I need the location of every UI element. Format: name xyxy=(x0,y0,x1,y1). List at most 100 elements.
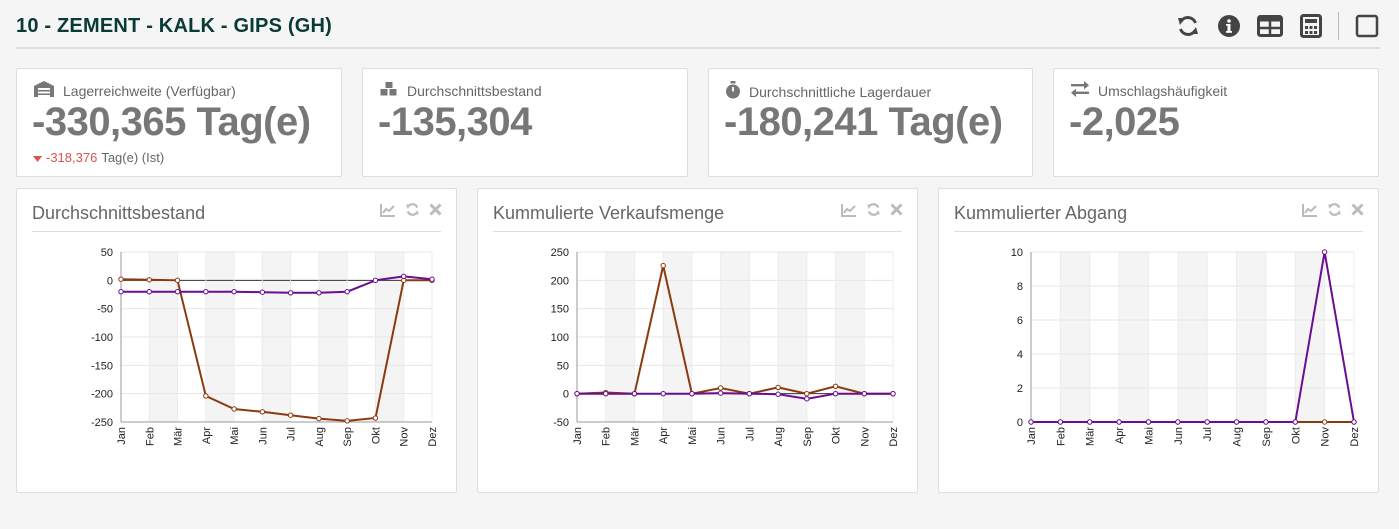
panel-title: Durchschnittsbestand xyxy=(32,203,206,223)
data-point xyxy=(832,383,839,390)
x-tick-label: Jan xyxy=(1026,427,1038,445)
close-icon[interactable] xyxy=(1351,203,1364,216)
data-point xyxy=(1263,419,1269,425)
kpi-card-lagerreichweite: Lagerreichweite (Verfügbar) -330,365 Tag… xyxy=(16,68,342,177)
data-point xyxy=(344,288,350,295)
refresh-icon[interactable] xyxy=(1327,202,1342,217)
panel-divider xyxy=(954,231,1363,232)
panel-toolbar xyxy=(371,202,442,217)
refresh-icon[interactable] xyxy=(866,202,881,217)
x-tick-label: Okt xyxy=(1290,427,1302,444)
calculator-icon[interactable] xyxy=(1298,13,1324,39)
line-chart-icon[interactable] xyxy=(841,203,857,217)
close-icon[interactable] xyxy=(890,203,903,216)
page-header: 10 - ZEMENT - KALK - GIPS (GH) xyxy=(16,0,1380,49)
x-tick-label: Jun xyxy=(257,427,269,445)
y-tick-label: -50 xyxy=(97,304,113,316)
line-chart-icon[interactable] xyxy=(380,203,396,217)
y-tick-label: 50 xyxy=(101,247,113,259)
data-point xyxy=(1204,419,1210,425)
kpi-sub-value: -318,376 xyxy=(46,150,98,165)
data-point xyxy=(1321,419,1328,425)
x-tick-label: Dez xyxy=(427,427,439,447)
y-tick-label: 150 xyxy=(551,304,569,316)
kpi-label: Umschlagshäufigkeit xyxy=(1098,82,1228,99)
caret-down-icon xyxy=(33,150,42,165)
data-point xyxy=(890,390,896,397)
y-tick-label: -50 xyxy=(553,417,569,429)
x-tick-label: Aug xyxy=(1232,427,1244,447)
data-point xyxy=(231,288,237,295)
exchange-icon xyxy=(1070,81,1098,100)
grid-band xyxy=(1236,252,1266,422)
x-tick-label: Jul xyxy=(286,427,298,441)
grid-band xyxy=(1119,252,1149,422)
data-point xyxy=(287,290,294,296)
y-tick-label: 0 xyxy=(563,389,569,401)
data-point xyxy=(401,273,407,280)
data-point xyxy=(1087,419,1093,425)
y-tick-label: -200 xyxy=(91,389,113,401)
kpi-label: Durchschnittliche Lagerdauer xyxy=(749,83,932,100)
data-point xyxy=(1175,419,1181,425)
data-point xyxy=(259,289,266,295)
y-tick-label: 250 xyxy=(551,247,569,259)
data-point xyxy=(717,390,724,396)
chart-panel-durchschnittsbestand: Durchschnittsbestand 50 0 -50 -100 -150 -200 -… xyxy=(16,188,457,493)
y-tick-label: 6 xyxy=(1017,315,1023,327)
x-tick-label: Jun xyxy=(1173,427,1185,445)
data-point xyxy=(203,393,209,399)
info-icon[interactable] xyxy=(1216,13,1242,39)
kpi-value: -180,241 Tag(e) xyxy=(724,100,1003,144)
table-icon[interactable] xyxy=(1257,13,1283,39)
data-point xyxy=(372,415,379,421)
line-chart-icon[interactable] xyxy=(1302,203,1318,217)
x-tick-label: Okt xyxy=(831,427,843,444)
y-tick-label: 200 xyxy=(551,275,569,287)
x-tick-label: Apr xyxy=(201,427,213,444)
x-tick-label: Feb xyxy=(144,427,156,446)
y-tick-label: 0 xyxy=(1017,417,1023,429)
x-tick-label: Sep xyxy=(342,427,354,447)
x-tick-label: Sep xyxy=(802,427,814,447)
refresh-icon[interactable] xyxy=(405,202,420,217)
data-point xyxy=(746,390,753,397)
kpi-subvalue: -318,376 Tag(e) (Ist) xyxy=(33,150,164,165)
x-tick-label: Mai xyxy=(687,427,699,445)
x-tick-label: Mär xyxy=(629,427,641,446)
x-tick-label: Mai xyxy=(1143,427,1155,445)
data-point xyxy=(804,390,810,397)
kpi-sub-suffix: Tag(e) (Ist) xyxy=(101,150,165,165)
data-point xyxy=(775,384,781,391)
close-icon[interactable] xyxy=(429,203,442,216)
data-point xyxy=(832,390,839,397)
data-point xyxy=(1351,419,1357,425)
data-point xyxy=(1292,419,1298,425)
panel-divider xyxy=(493,231,902,232)
series-line xyxy=(120,278,432,422)
x-tick-label: Feb xyxy=(1055,427,1067,446)
data-point xyxy=(775,391,781,397)
data-point xyxy=(631,390,638,397)
x-tick-label: Apr xyxy=(1114,427,1126,444)
kpi-label: Durchschnittsbestand xyxy=(407,82,542,99)
maximize-icon[interactable] xyxy=(1354,13,1380,39)
panel-title: Kummulierter Abgang xyxy=(954,203,1128,223)
panel-divider xyxy=(32,231,441,232)
series-line xyxy=(577,392,893,400)
x-tick-label: Mär xyxy=(1085,427,1097,446)
y-tick-label: 2 xyxy=(1017,383,1023,395)
y-tick-label: 8 xyxy=(1017,281,1023,293)
y-tick-label: 4 xyxy=(1017,349,1023,361)
kpi-label: Lagerreichweite (Verfügbar) xyxy=(63,82,236,99)
y-tick-label: 0 xyxy=(107,275,113,287)
data-point xyxy=(603,390,609,397)
series-line xyxy=(121,275,433,294)
data-point xyxy=(1116,419,1122,425)
data-point xyxy=(1028,419,1034,425)
refresh-icon[interactable] xyxy=(1175,13,1201,39)
kpi-card-durchschnittsbestand: Durchschnittsbestand -135,304 xyxy=(362,68,688,177)
